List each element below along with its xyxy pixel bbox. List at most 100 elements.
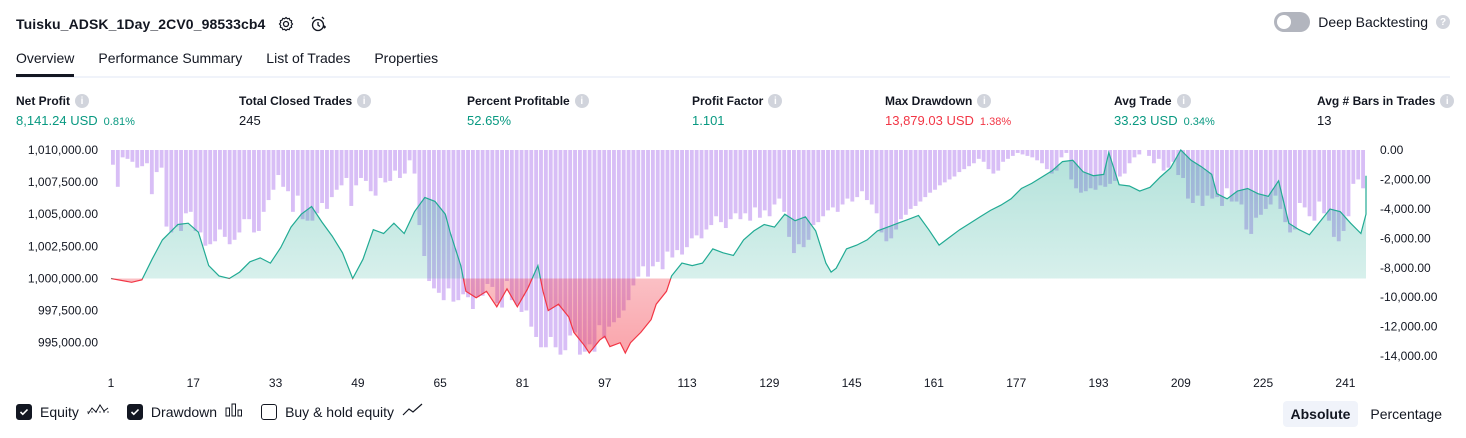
drawdown-bar [607,150,612,327]
drawdown-bar [368,150,373,192]
tab-properties[interactable]: Properties [374,50,439,66]
drawdown-bar [1010,150,1015,156]
info-icon[interactable]: i [357,94,372,108]
drawdown-bar [821,150,826,217]
drawdown-bar [232,150,237,240]
drawdown-bar [509,150,514,301]
tab-list-of-trades[interactable]: List of Trades [266,50,351,66]
drawdown-bar [860,150,864,192]
drawdown-bar [1035,150,1040,161]
drawdown-bar [665,150,670,252]
x-axis-tick: 193 [1089,376,1109,390]
drawdown-bar [1297,150,1302,203]
drawdown-bar [349,150,354,206]
drawdown-bar [947,150,952,180]
deep-backtesting-toggle[interactable] [1274,12,1311,32]
help-icon[interactable]: ? [1436,15,1450,29]
legend-buy-hold-label: Buy & hold equity [285,403,395,420]
legend-drawdown-label: Drawdown [150,403,218,420]
metric-max-drawdown: Max Drawdown i 13,879.03 USD 1.38% [885,94,1011,128]
deep-backtesting-label: Deep Backtesting [1318,14,1428,30]
drawdown-bar [986,150,991,170]
drawdown-bar [315,150,320,214]
equity-drawdown-chart[interactable]: 1,010,000.00 1,007,500.00 1,005,000.00 1,00… [0,140,1466,395]
drawdown-bar [1137,150,1142,155]
drawdown-bar [714,150,719,217]
deep-backtesting-control: Deep Backtesting ? [1274,12,1450,32]
drawdown-bar [777,150,782,199]
drawdown-bar [529,150,534,327]
drawdown-bar [305,150,310,221]
value-mode-toggle: Absolute Percentage [1282,401,1451,427]
equity-checkbox[interactable] [16,403,32,420]
drawdown-bar [1161,150,1166,171]
drawdown-bar [295,150,300,196]
drawdown-bar [772,150,777,205]
settings-icon[interactable] [275,13,297,35]
drawdown-bar [135,150,140,168]
toggle-knob [1277,15,1292,29]
drawdown-bar [1331,150,1336,237]
drawdown-bar [1293,150,1297,230]
drawdown-bar [864,150,869,201]
tab-performance-summary[interactable]: Performance Summary [98,50,243,66]
absolute-button[interactable]: Absolute [1282,401,1359,427]
drawdown-bar [1254,150,1258,218]
drawdown-bar [952,150,957,177]
info-icon[interactable]: i [75,94,89,108]
x-axis-tick: 145 [842,376,862,390]
drawdown-bar [378,150,383,178]
drawdown-bar [1351,150,1356,184]
drawdown-bar [188,150,193,212]
drawdown-bar [111,150,115,165]
drawdown-bar [767,150,772,217]
drawdown-bar [996,150,1001,171]
drawdown-bar [1273,150,1278,196]
right-axis-tick: -4,000.00 [1380,202,1431,216]
alert-clock-icon[interactable] [307,13,329,35]
drawdown-bar [247,150,252,220]
info-icon[interactable]: i [768,94,783,108]
info-icon[interactable]: i [977,94,992,108]
info-icon[interactable]: i [574,94,589,108]
drawdown-bar [1263,150,1268,209]
drawdown-bar [612,150,616,323]
drawdown-bar [1151,150,1156,164]
buy-hold-checkbox[interactable] [261,403,278,420]
metric-value: 13,879.03 USD [885,113,974,128]
legend-equity[interactable]: Equity [16,403,109,420]
percentage-button[interactable]: Percentage [1370,406,1442,422]
drawdown-bar [650,150,655,267]
metric-net-profit: Net Profit i 8,141.24 USD 0.81% [16,94,135,128]
legend-buy-hold[interactable]: Buy & hold equity [261,403,424,420]
drawdown-bar [1239,150,1244,205]
drawdown-bar [485,150,490,284]
x-axis-tick: 209 [1171,376,1191,390]
left-axis-tick: 997,500.00 [38,304,98,318]
metric-label: Percent Profitable [467,94,570,108]
drawdown-bar [1001,150,1006,162]
drawdown-bar [495,150,500,304]
drawdown-bar [1312,150,1317,221]
drawdown-bar [597,150,602,326]
drawdown-bar [879,150,884,233]
right-axis-tick: -10,000.00 [1380,290,1438,304]
info-icon[interactable]: i [1440,94,1455,108]
drawdown-bar [631,150,636,286]
drawdown-bar [271,150,276,190]
metric-value: 1.101 [692,113,725,128]
drawdown-bar [937,150,942,186]
drawdown-bar [967,150,971,167]
drawdown-bar [855,150,860,198]
drawdown-bar [743,150,748,214]
drawdown-bar [115,150,120,187]
drawdown-bar [660,150,665,270]
drawdown-bar [1171,150,1176,162]
legend-drawdown[interactable]: Drawdown [126,403,243,420]
drawdown-bar [728,150,733,220]
info-icon[interactable]: i [1176,94,1191,108]
tab-overview[interactable]: Overview [16,46,75,77]
drawdown-bar [519,150,524,312]
right-axis-tick: 0.00 [1380,143,1404,157]
drawdown-checkbox[interactable] [126,403,143,420]
